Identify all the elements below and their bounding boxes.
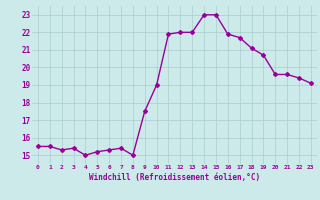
X-axis label: Windchill (Refroidissement éolien,°C): Windchill (Refroidissement éolien,°C) xyxy=(89,173,260,182)
